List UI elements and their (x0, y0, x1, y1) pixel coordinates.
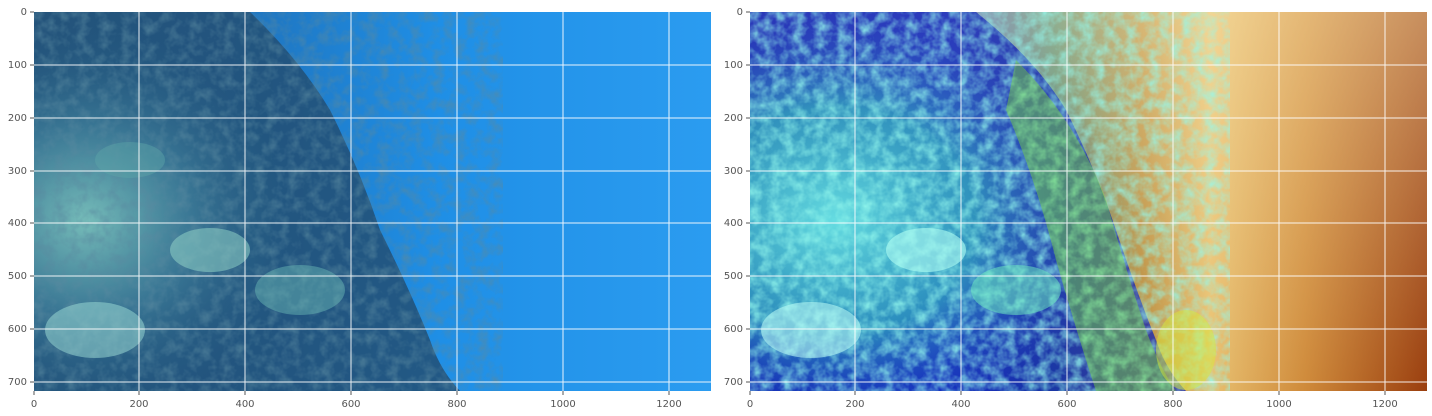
right-y-tick-label: 0 (737, 7, 743, 18)
left-y-ticks (30, 11, 34, 383)
left-y-tick-label: 700 (8, 377, 27, 388)
right-y-tick-label: 200 (724, 113, 743, 124)
right-image-panel: 0 200 400 600 800 1000 1200 0 100 200 30… (716, 0, 1432, 416)
right-y-tick-label: 100 (724, 60, 743, 71)
right-y-tick-label: 700 (724, 377, 743, 388)
right-x-ticks (749, 391, 1386, 395)
right-y-tick-label: 300 (724, 166, 743, 177)
right-grid (750, 12, 1427, 391)
left-x-tick-label: 400 (235, 399, 254, 410)
left-x-tick-label: 200 (129, 399, 148, 410)
right-y-tick-label: 600 (724, 324, 743, 335)
right-x-tick-label: 800 (1163, 399, 1182, 410)
left-x-tick-label: 600 (341, 399, 360, 410)
left-y-tick-label: 200 (8, 113, 27, 124)
right-image-axes: 0 200 400 600 800 1000 1200 0 100 200 30… (724, 7, 1427, 410)
left-x-tick-label: 1200 (656, 399, 681, 410)
right-y-tick-label: 400 (724, 218, 743, 229)
right-photo (750, 12, 1427, 391)
right-y-ticks (746, 11, 750, 383)
left-x-tick-label: 0 (31, 399, 37, 410)
right-y-tick-label: 500 (724, 271, 743, 282)
left-grid (34, 12, 711, 391)
left-y-tick-label: 400 (8, 218, 27, 229)
right-x-tick-label: 1000 (1266, 399, 1291, 410)
left-photo (34, 12, 711, 391)
right-x-tick-label: 1200 (1372, 399, 1397, 410)
left-image-axes: 0 200 400 600 800 1000 1200 0 100 200 30… (8, 7, 711, 410)
left-x-tick-label: 1000 (550, 399, 575, 410)
left-y-tick-label: 0 (21, 7, 27, 18)
right-x-tick-label: 0 (747, 399, 753, 410)
right-x-tick-label: 200 (845, 399, 864, 410)
left-image-panel: 0 200 400 600 800 1000 1200 0 100 200 30… (8, 7, 711, 410)
left-y-tick-label: 100 (8, 60, 27, 71)
left-y-tick-label: 600 (8, 324, 27, 335)
left-y-tick-label: 500 (8, 271, 27, 282)
right-x-tick-label: 600 (1057, 399, 1076, 410)
left-y-tick-label: 300 (8, 166, 27, 177)
left-x-ticks (33, 391, 670, 395)
right-x-tick-label: 400 (951, 399, 970, 410)
left-x-tick-label: 800 (447, 399, 466, 410)
